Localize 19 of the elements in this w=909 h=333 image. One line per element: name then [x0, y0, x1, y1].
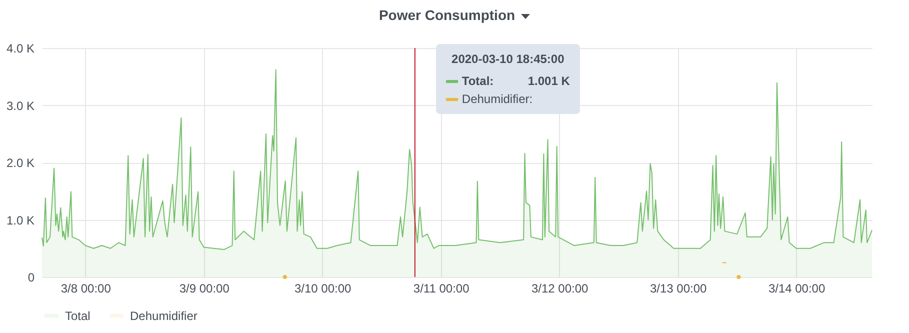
- x-tick-label: 3/9 00:00: [179, 282, 230, 296]
- legend-label: Total: [65, 308, 90, 323]
- legend-label: Dehumidifier: [130, 308, 198, 323]
- x-tick-label: 3/8 00:00: [60, 282, 112, 296]
- annotation: 2020-03-10 18:45:00: [450, 52, 566, 66]
- y-tick-label: 3.0 K: [6, 98, 34, 113]
- x-tick-label: 3/10 00:00: [294, 282, 352, 296]
- x-tick-label: 3/12 00:00: [531, 282, 589, 296]
- y-tick-label: 2.0 K: [6, 156, 34, 170]
- x-tick-label: 3/14 00:00: [768, 282, 826, 296]
- annotation: Total:: [462, 74, 494, 88]
- y-tick-label: 1.0 K: [6, 213, 34, 228]
- y-tick-label: 0: [28, 270, 35, 284]
- annotation: Dehumidifier:: [462, 92, 533, 106]
- chart-title: Power Consumption: [378, 7, 516, 23]
- y-tick-label: 4.0 K: [6, 42, 34, 56]
- x-tick-label: 3/11 00:00: [413, 282, 470, 296]
- annotation: 1.001 K: [528, 74, 570, 88]
- x-tick-label: 3/13 00:00: [650, 282, 707, 296]
